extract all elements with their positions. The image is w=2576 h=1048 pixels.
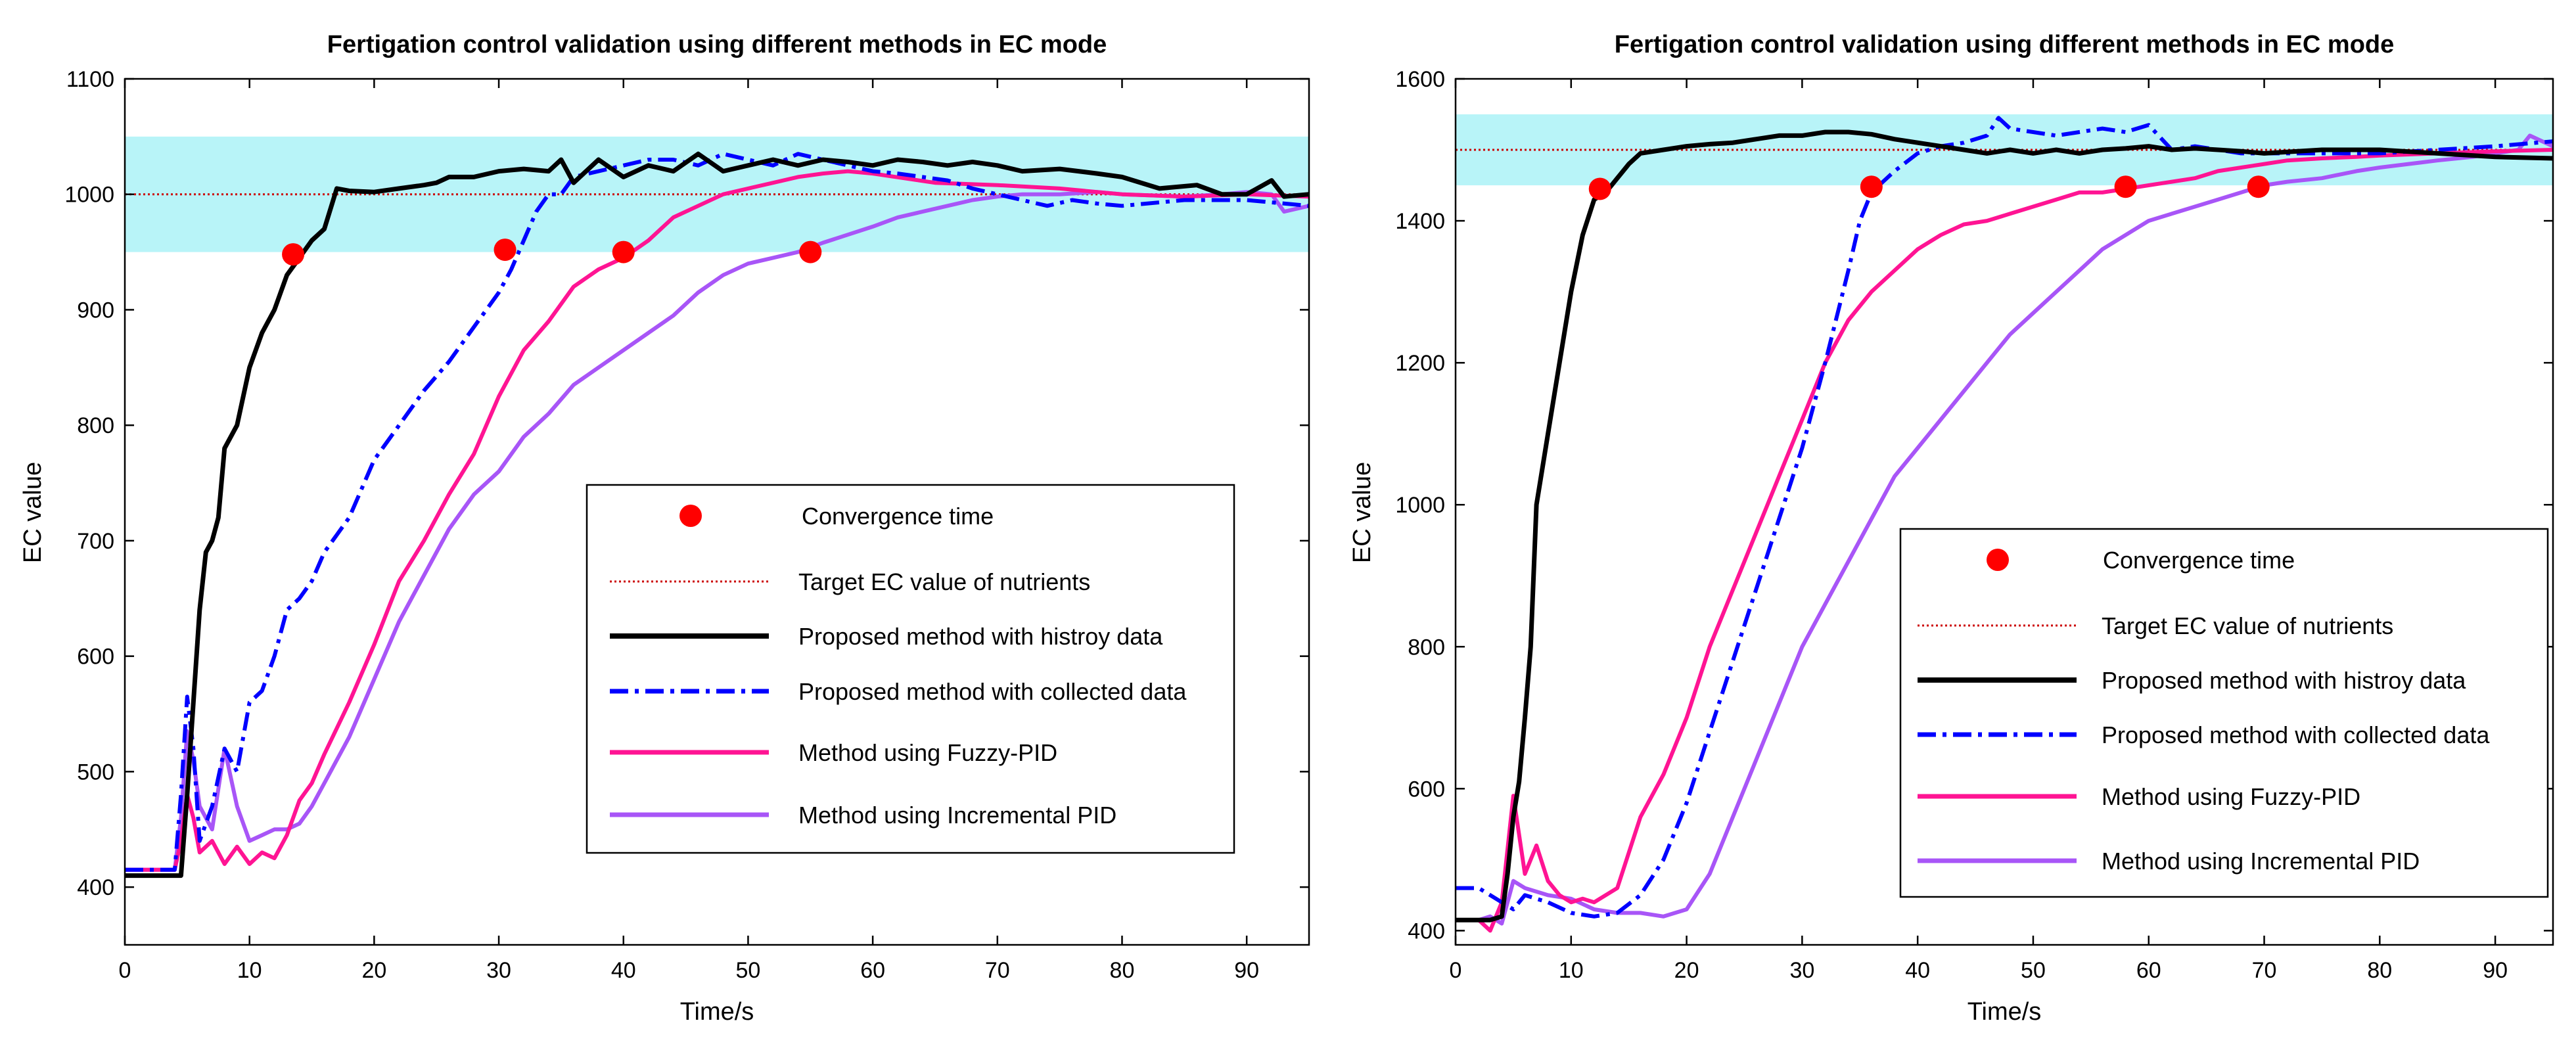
x-tick-label: 70 [2252, 958, 2277, 983]
series-line-3 [125, 169, 1310, 872]
y-axis-label: EC value [1348, 462, 1376, 563]
y-tick-label: 1000 [1395, 493, 1445, 518]
chart-title: Fertigation control validation using dif… [1615, 31, 2395, 58]
legend-convergence-marker [1987, 549, 2009, 571]
x-tick-label: 40 [611, 958, 636, 983]
convergence-point-3 [612, 240, 635, 263]
legend-label-collected: Proposed method with collected data [2102, 721, 2490, 748]
convergence-point-2 [494, 239, 517, 262]
chart-title: Fertigation control validation using dif… [327, 31, 1107, 58]
convergence-point-1 [282, 243, 305, 266]
y-axis-label: EC value [19, 462, 47, 563]
series-line-1 [125, 151, 1310, 878]
convergence-point-3 [2114, 175, 2137, 198]
x-tick-label: 10 [1559, 958, 1584, 983]
x-tick-label: 90 [1234, 958, 1259, 983]
legend-label-fuzzy: Method using Fuzzy-PID [798, 739, 1057, 766]
x-axis-label: Time/s [680, 998, 754, 1026]
series-line-1 [1456, 129, 2554, 923]
x-tick-label: 30 [1789, 958, 1814, 983]
y-axis-ticks: 400 500 600 700 800 900 1000 1100 [64, 67, 1309, 900]
series-line-2 [1456, 116, 2554, 919]
x-tick-label: 0 [1450, 958, 1462, 983]
x-tick-label: 50 [2021, 958, 2046, 983]
x-tick-label: 10 [237, 958, 262, 983]
y-tick-label: 1600 [1395, 67, 1445, 92]
legend-convergence-label: Convergence time [802, 503, 994, 530]
convergence-points [1588, 175, 2270, 200]
x-axis-ticks: 0 10 20 30 40 50 60 70 80 90 [1450, 79, 2508, 983]
y-tick-label: 400 [77, 875, 114, 900]
x-axis-label: Time/s [1967, 998, 2042, 1026]
legend-label-fuzzy: Method using Fuzzy-PID [2102, 783, 2360, 810]
y-tick-label: 600 [77, 645, 114, 670]
x-tick-label: 50 [736, 958, 761, 983]
x-tick-label: 90 [2483, 958, 2508, 983]
x-tick-label: 80 [1110, 958, 1135, 983]
y-tick-label: 1200 [1395, 351, 1445, 376]
series-group [125, 151, 1310, 878]
series-line-3 [1456, 148, 2554, 933]
x-tick-label: 0 [119, 958, 131, 983]
legend-label-incremental: Method using Incremental PID [2102, 848, 2420, 875]
legend-box [1899, 528, 2549, 898]
legend-convergence-label: Convergence time [2103, 547, 2295, 574]
y-tick-label: 900 [77, 298, 114, 323]
convergence-point-1 [1588, 177, 1611, 200]
y-axis-ticks: 400 600 800 1000 1200 1400 1600 [1395, 67, 2553, 944]
legend: Convergence time Target EC value of nutr… [1899, 528, 2549, 898]
chart-right: 0 10 20 30 40 50 60 70 80 90 400 600 800 1000 1200 140… [1348, 31, 2554, 1026]
legend-box [586, 484, 1235, 854]
series-line-4 [1456, 133, 2554, 926]
y-tick-label: 800 [1408, 635, 1445, 660]
chart-left: 0 10 20 30 40 50 60 70 80 90 400 500 600 700 800 900 10… [19, 31, 1310, 1026]
legend-label-incremental: Method using Incremental PID [798, 802, 1116, 829]
y-tick-label: 400 [1408, 919, 1445, 944]
y-tick-label: 800 [77, 413, 114, 438]
x-tick-label: 80 [2367, 958, 2392, 983]
legend: Convergence time Target EC value of nutr… [586, 484, 1235, 854]
convergence-points [282, 239, 822, 266]
x-tick-label: 40 [1905, 958, 1930, 983]
series-group [1456, 116, 2554, 933]
legend-label-history: Proposed method with histroy data [798, 623, 1163, 650]
x-tick-label: 70 [985, 958, 1010, 983]
x-tick-label: 60 [860, 958, 885, 983]
legend-label-history: Proposed method with histroy data [2102, 667, 2466, 694]
series-line-4 [125, 190, 1310, 872]
legend-target-label: Target EC value of nutrients [2102, 612, 2393, 639]
x-tick-label: 20 [1674, 958, 1699, 983]
y-tick-label: 500 [77, 760, 114, 785]
convergence-point-4 [2247, 175, 2270, 198]
y-tick-label: 1400 [1395, 209, 1445, 234]
x-axis-ticks: 0 10 20 30 40 50 60 70 80 90 [119, 79, 1259, 983]
legend-label-collected: Proposed method with collected data [798, 678, 1187, 705]
legend-convergence-marker [679, 505, 702, 527]
y-tick-label: 600 [1408, 777, 1445, 802]
y-tick-label: 700 [77, 529, 114, 554]
x-tick-label: 30 [486, 958, 511, 983]
y-tick-label: 1000 [64, 183, 114, 208]
plot-frame [1454, 78, 2554, 946]
plot-frame [124, 78, 1310, 946]
y-tick-label: 1100 [66, 67, 114, 92]
convergence-point-4 [799, 240, 822, 263]
x-tick-label: 60 [2136, 958, 2161, 983]
legend-target-label: Target EC value of nutrients [798, 568, 1090, 595]
x-tick-label: 20 [361, 958, 386, 983]
convergence-point-2 [1860, 175, 1883, 198]
series-line-2 [125, 152, 1310, 872]
